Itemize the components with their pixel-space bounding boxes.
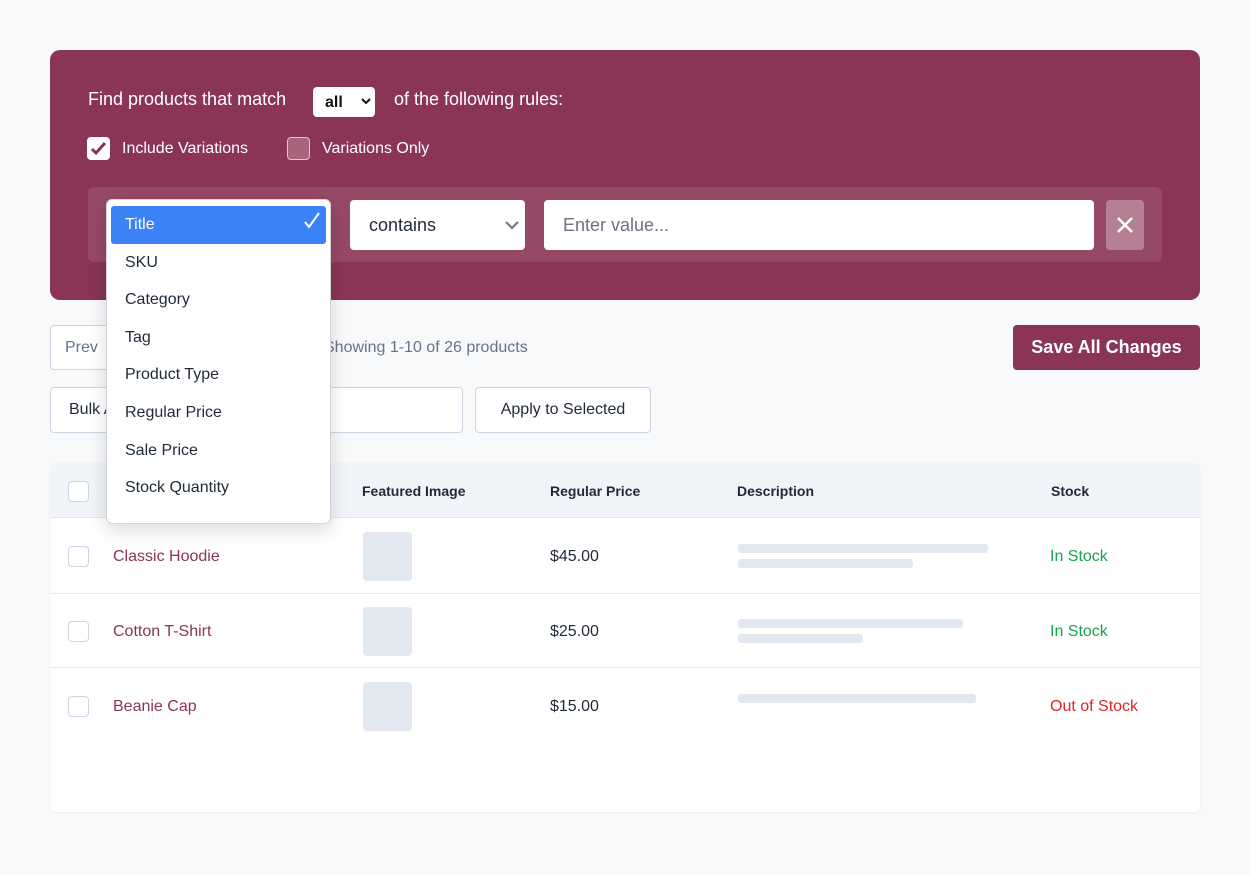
field-option[interactable]: Title <box>125 216 155 233</box>
product-name[interactable]: Classic Hoodie <box>113 548 220 565</box>
product-name[interactable]: Beanie Cap <box>113 698 197 715</box>
value-input[interactable]: Enter value... <box>544 200 1094 250</box>
column-header: Regular Price <box>550 483 641 499</box>
column-header: Stock <box>1051 483 1090 499</box>
apply-button[interactable]: Apply to Selected <box>475 387 651 433</box>
image-placeholder <box>363 682 412 731</box>
filter-suffix: of the following rules: <box>394 89 564 109</box>
field-option[interactable]: SKU <box>125 253 158 271</box>
showing-text: Showing 1-10 of 26 products <box>324 339 528 356</box>
row-checkbox[interactable] <box>68 546 89 567</box>
description-placeholder <box>738 559 913 568</box>
field-option[interactable]: Sale Price <box>125 441 198 459</box>
column-header: Description <box>737 483 815 499</box>
save-label: Save All Changes <box>1031 337 1182 357</box>
apply-label: Apply to Selected <box>500 401 626 418</box>
field-option[interactable]: Category <box>125 291 190 309</box>
field-option[interactable]: Tag <box>125 328 151 346</box>
row-divider <box>50 667 1200 668</box>
checkmark <box>304 212 320 229</box>
value-placeholder: Enter value... <box>563 215 670 235</box>
stock-status: In Stock <box>1050 623 1108 640</box>
chevron <box>505 221 519 230</box>
operator-select[interactable]: contains <box>350 200 525 250</box>
description-placeholder <box>738 634 863 643</box>
product-name[interactable]: Cotton T-Shirt <box>113 623 212 640</box>
save-button[interactable]: Save All Changes <box>1013 325 1200 370</box>
field-dropdown: Title SKU Category Tag Product Type Regular P… <box>106 199 331 524</box>
selected-option-highlight <box>111 206 326 244</box>
field-option[interactable]: Product Type <box>125 366 219 384</box>
stock-status: In Stock <box>1050 548 1108 565</box>
field-option[interactable]: Regular Price <box>125 404 222 421</box>
checkmark <box>90 141 107 156</box>
description-placeholder <box>738 619 963 628</box>
image-placeholder <box>363 607 412 656</box>
description-placeholder <box>738 694 976 703</box>
prev-label: Prev <box>65 338 98 356</box>
row-divider <box>50 593 1200 594</box>
row-checkbox[interactable] <box>68 696 89 717</box>
variations-only-label: Variations Only <box>322 140 430 157</box>
image-placeholder <box>363 532 412 581</box>
match-select[interactable]: all <box>313 87 375 117</box>
remove-rule-button[interactable] <box>1106 200 1144 250</box>
column-header: Featured Image <box>362 483 466 499</box>
description-placeholder <box>738 544 988 553</box>
include-variations-checkbox[interactable] <box>87 137 110 160</box>
price: $25.00 <box>550 623 599 640</box>
filter-prefix: Find products that match <box>88 89 287 109</box>
stock-status: Out of Stock <box>1050 698 1139 715</box>
operator-value: contains <box>369 215 437 235</box>
include-variations-label: Include Variations <box>122 140 248 157</box>
match-value: all <box>325 94 343 111</box>
price: $45.00 <box>550 548 599 565</box>
price: $15.00 <box>550 698 599 715</box>
row-checkbox[interactable] <box>68 621 89 642</box>
close-icon <box>1117 217 1133 233</box>
field-option[interactable]: Stock Quantity <box>125 479 230 497</box>
chevron <box>361 98 371 105</box>
select-all-checkbox[interactable] <box>68 481 89 502</box>
variations-only-checkbox[interactable] <box>287 137 310 160</box>
